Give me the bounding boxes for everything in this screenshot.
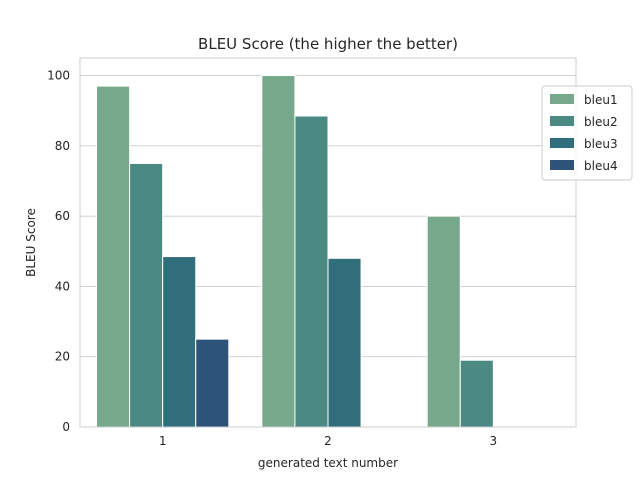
y-tick-label: 40: [55, 279, 70, 293]
bar-bleu1-3: [426, 215, 461, 428]
legend-swatch-bleu2: [550, 116, 574, 126]
y-tick-label: 20: [55, 350, 70, 364]
bar-bleu2-3: [459, 359, 494, 428]
y-tick-label: 100: [47, 69, 70, 83]
y-axis-label: BLEU Score: [24, 208, 38, 277]
bar-bleu1-1: [96, 85, 131, 428]
bar-bleu2-2: [294, 115, 329, 428]
chart-title: BLEU Score (the higher the better): [198, 35, 458, 53]
bar-bleu3-1: [162, 256, 197, 428]
legend-label-bleu3: bleu3: [584, 137, 618, 151]
x-tick-label: 3: [490, 434, 498, 448]
bar-bleu3-2: [327, 257, 362, 428]
legend-label-bleu2: bleu2: [584, 115, 618, 129]
legend-swatch-bleu4: [550, 160, 574, 170]
legend-swatch-bleu1: [550, 94, 574, 104]
y-tick-label: 80: [55, 139, 70, 153]
y-tick-label: 60: [55, 209, 70, 223]
bar-bleu4-1: [195, 338, 230, 428]
y-tick-label: 0: [62, 420, 70, 434]
y-axis-ticks: 0 20 40 60 80 100: [47, 69, 70, 434]
legend: bleu1 bleu2 bleu3 bleu4: [541, 85, 633, 181]
legend-label-bleu1: bleu1: [584, 93, 618, 107]
plot-frame: [79, 57, 577, 428]
x-axis-ticks: 1 2 3: [159, 434, 497, 448]
bars: [96, 75, 494, 428]
legend-swatch-bleu3: [550, 138, 574, 148]
x-tick-label: 1: [159, 434, 167, 448]
bar-bleu1-2: [261, 75, 296, 428]
x-tick-label: 2: [324, 434, 332, 448]
legend-frame: [541, 85, 633, 181]
x-axis-label: generated text number: [258, 456, 398, 470]
bar-bleu2-1: [129, 162, 164, 428]
legend-label-bleu4: bleu4: [584, 159, 618, 173]
